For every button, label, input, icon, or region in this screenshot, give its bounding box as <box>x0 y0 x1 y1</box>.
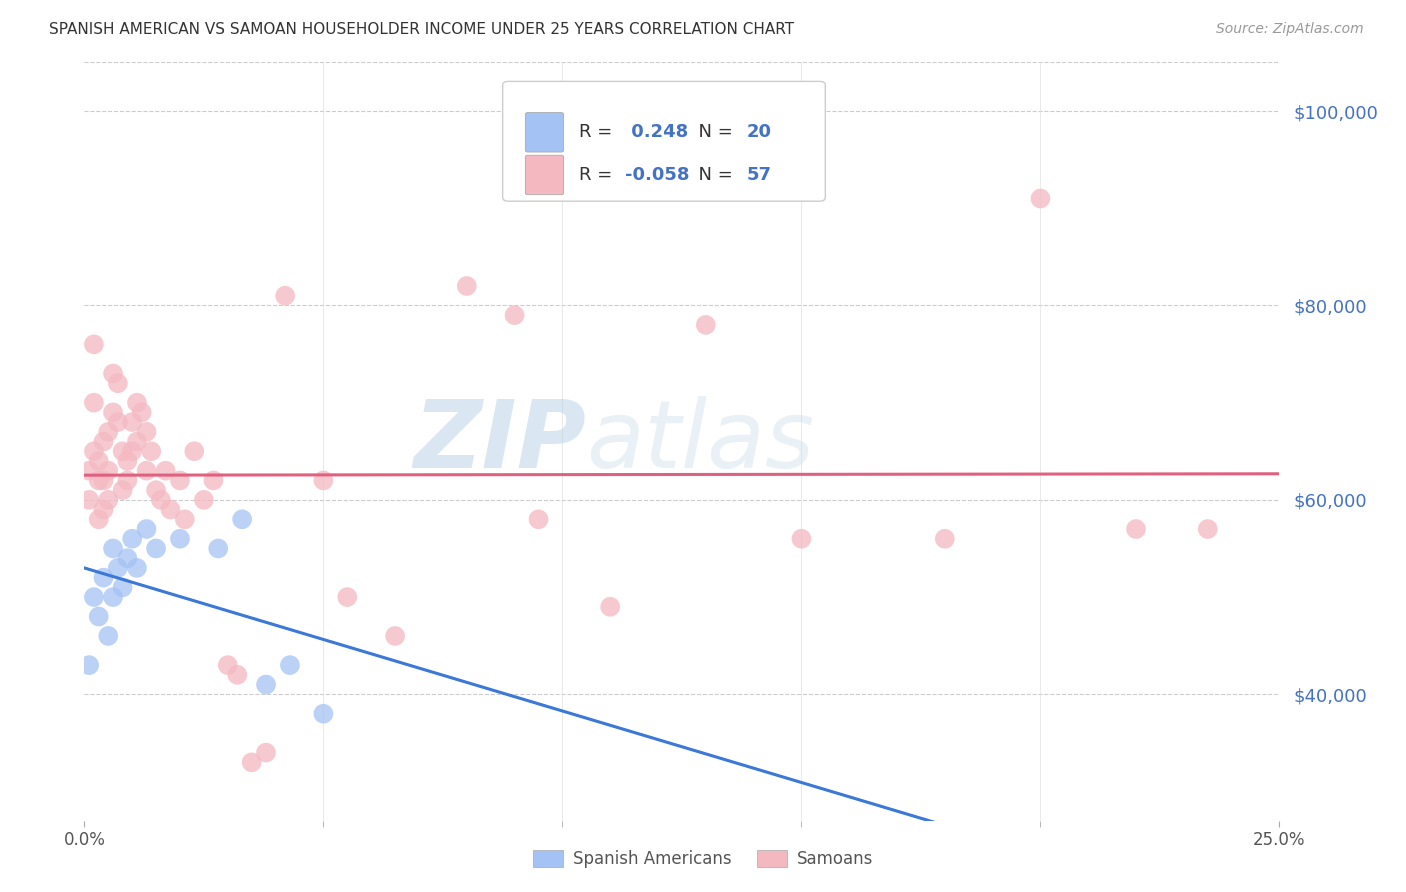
Point <box>125 434 148 449</box>
Point <box>93 474 115 488</box>
Point <box>503 308 526 322</box>
Point <box>107 376 129 391</box>
Point <box>384 629 406 643</box>
Point <box>145 483 167 497</box>
FancyBboxPatch shape <box>526 112 564 152</box>
Point <box>83 590 105 604</box>
Legend: Spanish Americans, Samoans: Spanish Americans, Samoans <box>526 843 880 875</box>
Point <box>83 337 105 351</box>
Point <box>169 474 191 488</box>
Text: -0.058: -0.058 <box>624 166 689 184</box>
Point <box>173 512 195 526</box>
FancyBboxPatch shape <box>526 155 564 194</box>
Point <box>101 367 124 381</box>
Point <box>790 532 813 546</box>
Text: Source: ZipAtlas.com: Source: ZipAtlas.com <box>1216 22 1364 37</box>
Point <box>207 541 229 556</box>
Point <box>149 492 172 507</box>
Point <box>135 464 157 478</box>
Point <box>254 677 277 691</box>
Point <box>97 425 120 439</box>
Point <box>87 609 110 624</box>
Point <box>135 522 157 536</box>
Point <box>183 444 205 458</box>
Point <box>117 454 139 468</box>
Text: N =: N = <box>686 123 738 141</box>
Text: 0.248: 0.248 <box>624 123 688 141</box>
Point <box>231 512 253 526</box>
FancyBboxPatch shape <box>503 81 825 202</box>
Point <box>107 415 129 429</box>
Point <box>111 483 134 497</box>
Point <box>217 658 239 673</box>
Point <box>121 444 143 458</box>
Text: SPANISH AMERICAN VS SAMOAN HOUSEHOLDER INCOME UNDER 25 YEARS CORRELATION CHART: SPANISH AMERICAN VS SAMOAN HOUSEHOLDER I… <box>49 22 794 37</box>
Point <box>135 425 157 439</box>
Point <box>312 474 335 488</box>
Point <box>125 395 148 409</box>
Text: atlas: atlas <box>586 396 814 487</box>
Point <box>111 444 134 458</box>
Point <box>1197 522 1219 536</box>
Point <box>254 746 277 760</box>
Point <box>274 289 297 303</box>
Point <box>695 318 717 332</box>
Point <box>77 492 100 507</box>
Point <box>101 541 124 556</box>
Point <box>169 532 191 546</box>
Point <box>83 395 105 409</box>
Point <box>117 474 139 488</box>
Point <box>125 561 148 575</box>
Text: 20: 20 <box>747 123 772 141</box>
Text: 57: 57 <box>747 166 772 184</box>
Point <box>111 580 134 594</box>
Point <box>107 561 129 575</box>
Point <box>117 551 139 566</box>
Text: ZIP: ZIP <box>413 395 586 488</box>
Point <box>278 658 301 673</box>
Text: R =: R = <box>579 166 619 184</box>
Point <box>1029 192 1052 206</box>
Point <box>87 474 110 488</box>
Text: R =: R = <box>579 123 619 141</box>
Point <box>83 444 105 458</box>
Point <box>97 629 120 643</box>
Point <box>121 415 143 429</box>
Point <box>193 492 215 507</box>
Point <box>155 464 177 478</box>
Point <box>159 502 181 516</box>
Point <box>101 405 124 419</box>
Point <box>93 571 115 585</box>
Point <box>336 590 359 604</box>
Point <box>101 590 124 604</box>
Point <box>77 464 100 478</box>
Point <box>141 444 163 458</box>
Point <box>87 512 110 526</box>
Point <box>934 532 956 546</box>
Point <box>1125 522 1147 536</box>
Point <box>97 492 120 507</box>
Point <box>87 454 110 468</box>
Point <box>312 706 335 721</box>
Text: N =: N = <box>686 166 738 184</box>
Point <box>131 405 153 419</box>
Point <box>240 756 263 770</box>
Point <box>599 599 621 614</box>
Point <box>93 434 115 449</box>
Point <box>527 512 550 526</box>
Point <box>202 474 225 488</box>
Point <box>97 464 120 478</box>
Point <box>121 532 143 546</box>
Point <box>77 658 100 673</box>
Point <box>226 668 249 682</box>
Point <box>145 541 167 556</box>
Point <box>93 502 115 516</box>
Point <box>456 279 478 293</box>
